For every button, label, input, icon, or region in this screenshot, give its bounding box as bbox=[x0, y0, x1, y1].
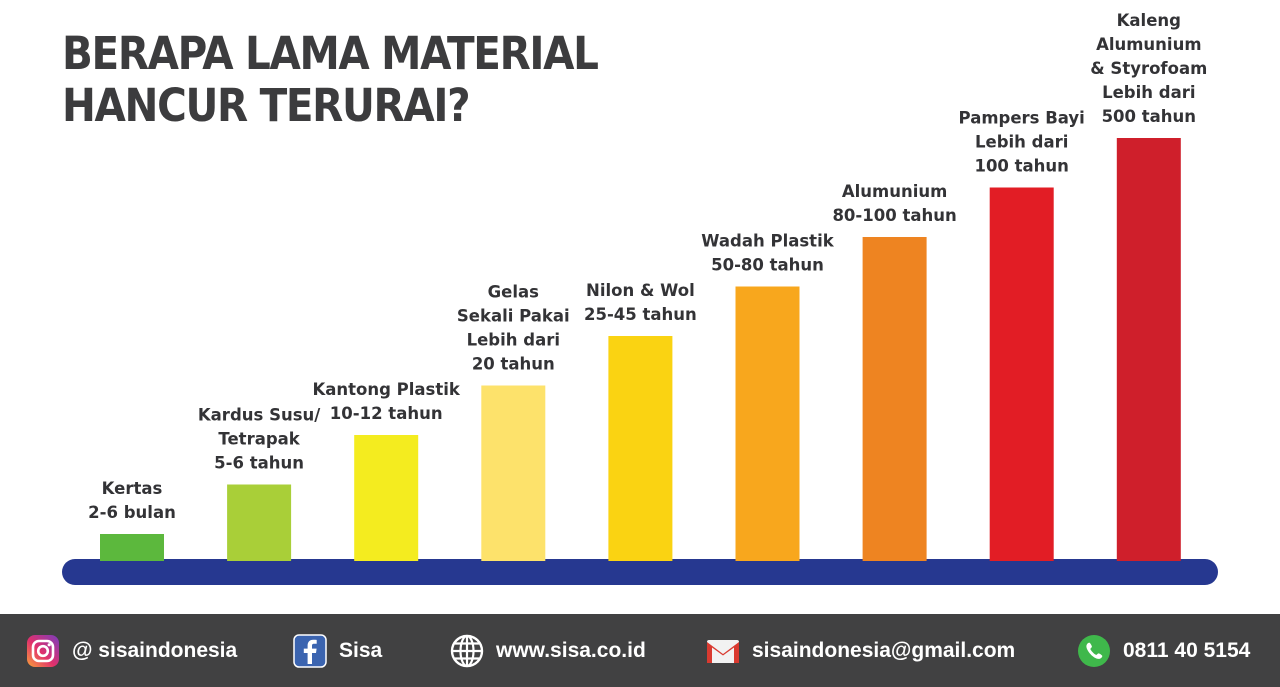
footer-instagram[interactable]: @ sisaindonesia bbox=[26, 614, 237, 687]
instagram-icon bbox=[27, 634, 59, 667]
bar-label-line: 10-12 tahun bbox=[330, 404, 443, 423]
bar-2 bbox=[227, 484, 292, 561]
phone-number: 0811 40 5154 bbox=[1123, 638, 1251, 662]
website-url: www.sisa.co.id bbox=[496, 638, 646, 662]
bar-label-line: Lebih dari bbox=[467, 331, 560, 350]
bar-3 bbox=[354, 435, 419, 561]
bar-label-line: 50-80 tahun bbox=[711, 256, 824, 275]
bar-5 bbox=[608, 336, 673, 561]
bar-label-line: 2-6 bulan bbox=[88, 503, 176, 522]
bar-label-line: Kantong Plastik bbox=[312, 380, 460, 399]
bar-label-line: Lebih dari bbox=[975, 133, 1068, 152]
bar-label-1: Kertas 2-6 bulan bbox=[88, 479, 176, 522]
bar-label-line: 5-6 tahun bbox=[214, 454, 304, 473]
bar-label-line: Tetrapak bbox=[218, 430, 300, 449]
facebook-icon bbox=[293, 633, 327, 668]
bar-label-line: Pampers Bayi bbox=[959, 109, 1085, 128]
facebook-name: Sisa bbox=[339, 638, 383, 662]
chart-title: BERAPA LAMA MATERIAL HANCUR TERURAI? bbox=[62, 27, 599, 132]
bar-label-line: Kaleng bbox=[1117, 11, 1181, 30]
bar-label-line: 20 tahun bbox=[472, 355, 555, 374]
bar-label-line: Kardus Susu/ bbox=[198, 406, 321, 425]
bar-label-line: Lebih dari bbox=[1102, 83, 1195, 102]
phone-icon bbox=[1078, 634, 1110, 667]
bar-1 bbox=[100, 534, 164, 561]
bar-label-line: 80-100 tahun bbox=[832, 206, 956, 225]
bar-label-line: & Styrofoam bbox=[1090, 59, 1207, 78]
mail-icon bbox=[707, 639, 739, 663]
bar-label-line: 25-45 tahun bbox=[584, 305, 697, 324]
bar-label-2: Kardus Susu/Tetrapak 5-6 tahun bbox=[198, 406, 321, 473]
bar-4 bbox=[481, 385, 546, 561]
bar-label-8: Pampers Bayi Lebih dari 100 tahun bbox=[959, 109, 1085, 176]
bar-chart: Kertas 2-6 bulan Kardus Susu/Tetrapak 5-6 t… bbox=[62, 11, 1218, 585]
bar-label-line: Nilon & Wol bbox=[586, 281, 695, 300]
bar-6 bbox=[735, 286, 800, 561]
footer-facebook[interactable]: Sisa bbox=[293, 614, 382, 687]
footer-phone[interactable]: 0811 40 5154 bbox=[1077, 614, 1250, 687]
bar-9 bbox=[1116, 138, 1181, 561]
chart-title-line-1: BERAPA LAMA MATERIAL bbox=[62, 27, 599, 80]
chart-title-line-2: HANCUR TERURAI? bbox=[62, 79, 471, 132]
bar-label-line: 100 tahun bbox=[974, 157, 1068, 176]
email-address: sisaindonesia@gmail.com bbox=[752, 638, 1016, 662]
chart-baseline bbox=[62, 559, 1218, 585]
bar-label-line: Kertas bbox=[102, 479, 163, 498]
bar-8 bbox=[989, 187, 1054, 561]
bar-label-3: Kantong Plastik 10-12 tahun bbox=[312, 380, 460, 423]
bar-label-line: Sekali Pakai bbox=[457, 307, 570, 326]
bar-label-line: Alumunium bbox=[842, 182, 947, 201]
bar-label-7: Alumunium 80-100 tahun bbox=[832, 182, 956, 225]
bar-label-line: Wadah Plastik bbox=[701, 232, 834, 251]
globe-icon bbox=[450, 634, 484, 667]
bar-label-line: Gelas bbox=[488, 283, 540, 302]
bar-label-line: 500 tahun bbox=[1102, 107, 1196, 126]
bar-label-line: Alumunium bbox=[1096, 35, 1201, 54]
bar-label-4: Gelas Sekali Pakai Lebih dari 20 tahun bbox=[457, 283, 570, 374]
bar-label-9: Kaleng Alumunium & Styrofoam Lebih dari 500 … bbox=[1090, 11, 1207, 126]
footer-email[interactable]: sisaindonesia@gmail.com bbox=[706, 614, 1015, 687]
footer-website[interactable]: www.sisa.co.id bbox=[450, 614, 646, 687]
bar-7 bbox=[862, 237, 927, 561]
instagram-handle: @ sisaindonesia bbox=[72, 638, 238, 662]
bar-label-5: Nilon & Wol 25-45 tahun bbox=[584, 281, 697, 324]
bar-label-6: Wadah Plastik 50-80 tahun bbox=[701, 232, 834, 275]
contact-footer: @ sisaindonesia Sisa www.sisa.co.id sisa… bbox=[0, 614, 1280, 687]
